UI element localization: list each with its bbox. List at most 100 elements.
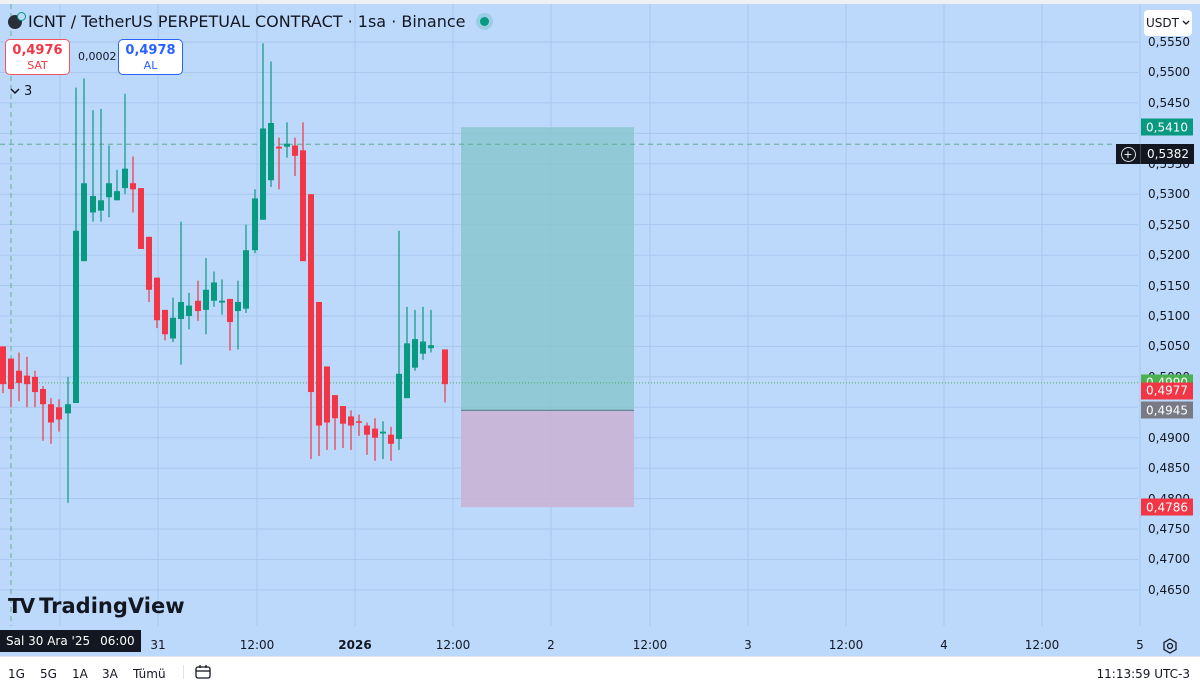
candle[interactable] bbox=[81, 78, 87, 262]
candle[interactable] bbox=[404, 306, 410, 399]
candle[interactable] bbox=[154, 277, 160, 329]
candle[interactable] bbox=[186, 292, 192, 330]
candle[interactable] bbox=[252, 189, 258, 254]
market-status-icon bbox=[479, 17, 489, 26]
range-button-5g[interactable]: 5G bbox=[40, 667, 57, 681]
candle[interactable] bbox=[268, 61, 274, 187]
candle[interactable] bbox=[276, 137, 282, 190]
candle[interactable] bbox=[211, 271, 217, 307]
candle[interactable] bbox=[396, 230, 402, 450]
time-tick-label: 5 bbox=[1136, 638, 1144, 652]
candle[interactable] bbox=[73, 87, 79, 404]
currency-selector[interactable]: USDT bbox=[1144, 10, 1192, 36]
candle[interactable] bbox=[24, 356, 30, 408]
candle[interactable] bbox=[138, 188, 144, 249]
buy-button[interactable]: 0,4978 AL bbox=[118, 39, 183, 75]
candle[interactable] bbox=[195, 280, 201, 321]
candle[interactable] bbox=[32, 370, 38, 408]
candle[interactable] bbox=[56, 399, 62, 432]
crosshair-time: 06:00 bbox=[100, 634, 135, 648]
candle[interactable] bbox=[203, 258, 209, 335]
candle[interactable] bbox=[235, 280, 241, 350]
candle[interactable] bbox=[412, 309, 418, 371]
candle[interactable] bbox=[130, 156, 136, 213]
candle[interactable] bbox=[284, 122, 290, 158]
candle[interactable] bbox=[8, 358, 14, 408]
candle[interactable] bbox=[420, 306, 426, 360]
price-tick-label: 0,5550 bbox=[1148, 35, 1190, 49]
candle[interactable] bbox=[364, 422, 370, 455]
chart-pane[interactable]: ICNT / TetherUS PERPETUAL CONTRACT · 1sa… bbox=[0, 4, 1200, 656]
candle[interactable] bbox=[114, 169, 120, 201]
bottom-toolbar: 1G 5G 1A 3A Tümü 11:13:59 UTC-3 bbox=[0, 656, 1200, 681]
candle[interactable] bbox=[316, 301, 322, 456]
candle[interactable] bbox=[40, 385, 46, 441]
price-tick-label: 0,5100 bbox=[1148, 308, 1190, 323]
candle[interactable] bbox=[122, 93, 128, 195]
price-tick-label: 0,5450 bbox=[1148, 95, 1190, 110]
price-marker-label[interactable]: 0,4786 bbox=[1141, 498, 1193, 516]
candle[interactable] bbox=[90, 110, 96, 222]
candle[interactable] bbox=[340, 406, 346, 449]
candle[interactable] bbox=[348, 410, 354, 450]
candle[interactable] bbox=[98, 108, 104, 222]
price-marker-label[interactable]: 0,5410 bbox=[1141, 118, 1193, 136]
candle[interactable] bbox=[324, 366, 330, 450]
add-alert-button[interactable]: + bbox=[1116, 144, 1141, 164]
candle[interactable] bbox=[16, 352, 22, 402]
range-button-1g[interactable]: 1G bbox=[8, 667, 25, 681]
crosshair-price: 0,5382 bbox=[1147, 147, 1189, 161]
currency-value: USDT bbox=[1146, 16, 1179, 30]
position-profit-zone[interactable] bbox=[461, 127, 634, 411]
sell-button[interactable]: 0,4976 SAT bbox=[5, 39, 70, 75]
symbol-header[interactable]: ICNT / TetherUS PERPETUAL CONTRACT · 1sa… bbox=[8, 11, 489, 31]
time-tick-label: 12:00 bbox=[632, 638, 668, 652]
candle[interactable] bbox=[372, 418, 378, 461]
chevron-down-icon bbox=[10, 88, 20, 95]
tradingview-logo[interactable]: TV TradingView bbox=[8, 594, 185, 618]
price-marker-label[interactable]: 0,4945 bbox=[1141, 401, 1193, 419]
candle[interactable] bbox=[332, 395, 338, 450]
candle[interactable] bbox=[178, 221, 184, 365]
candle[interactable] bbox=[162, 309, 168, 341]
candle[interactable] bbox=[356, 414, 362, 436]
candlestick-plot[interactable] bbox=[0, 4, 1200, 656]
indicator-count: 3 bbox=[24, 84, 33, 99]
indicators-toggle[interactable]: 3 bbox=[10, 84, 32, 99]
candle[interactable] bbox=[170, 297, 176, 343]
candle[interactable] bbox=[260, 43, 266, 220]
price-marker-label[interactable]: 0,4977 bbox=[1141, 382, 1193, 400]
top-strip bbox=[0, 0, 1200, 4]
divider bbox=[183, 665, 184, 679]
buy-label: AL bbox=[143, 59, 158, 72]
candle[interactable] bbox=[442, 349, 448, 403]
chart-settings-icon[interactable] bbox=[1162, 638, 1178, 654]
candle[interactable] bbox=[65, 376, 71, 503]
symbol-title: ICNT / TetherUS PERPETUAL CONTRACT · 1sa… bbox=[28, 12, 466, 31]
range-button-3a[interactable]: 3A bbox=[102, 667, 118, 681]
time-tick-label: 2026 bbox=[338, 638, 372, 652]
candle[interactable] bbox=[48, 398, 54, 444]
candle[interactable] bbox=[388, 426, 394, 461]
position-loss-zone[interactable] bbox=[461, 410, 634, 508]
time-tick-label: 4 bbox=[940, 638, 948, 652]
crosshair-price-label[interactable]: + 0,5382 bbox=[1116, 144, 1194, 164]
utc-clock[interactable]: 11:13:59 UTC-3 bbox=[1096, 667, 1190, 681]
candle[interactable] bbox=[380, 421, 386, 460]
candle[interactable] bbox=[428, 309, 434, 353]
candle[interactable] bbox=[219, 279, 225, 315]
candle[interactable] bbox=[227, 298, 233, 351]
candle[interactable] bbox=[106, 145, 112, 218]
candle[interactable] bbox=[308, 194, 314, 460]
candle[interactable] bbox=[0, 346, 6, 394]
candle[interactable] bbox=[146, 236, 152, 302]
candle[interactable] bbox=[243, 224, 249, 313]
time-tick-label: 12:00 bbox=[1024, 638, 1060, 652]
candle[interactable] bbox=[292, 137, 298, 176]
price-tick-label: 0,5150 bbox=[1148, 278, 1190, 293]
range-button-1a[interactable]: 1A bbox=[72, 667, 88, 681]
range-button-tümü[interactable]: Tümü bbox=[133, 667, 166, 681]
buy-price: 0,4978 bbox=[125, 43, 176, 58]
candle[interactable] bbox=[300, 122, 306, 262]
sell-label: SAT bbox=[27, 59, 48, 72]
